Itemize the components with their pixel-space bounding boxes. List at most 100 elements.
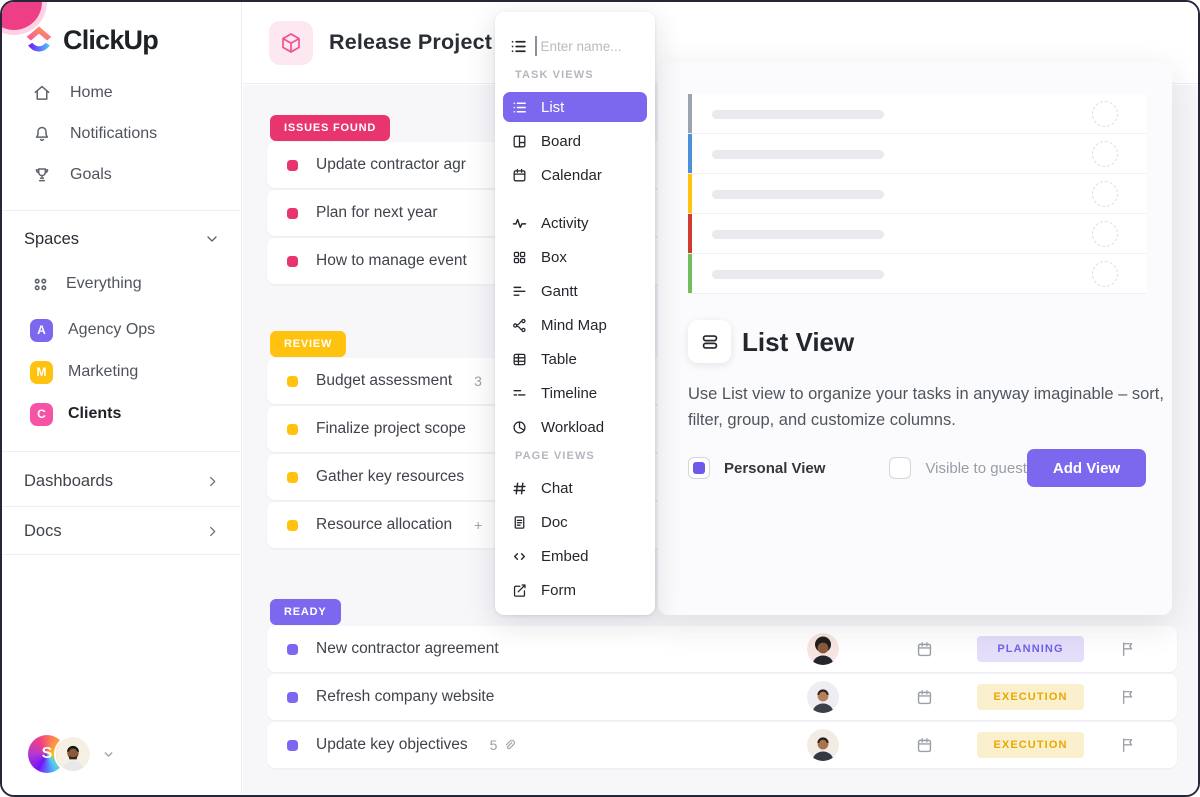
visible-to-guests-checkbox[interactable] — [889, 457, 912, 479]
view-menu-item-gantt[interactable]: Gantt — [503, 276, 647, 306]
goals-icon — [32, 165, 52, 185]
status-chip[interactable]: EXECUTION — [977, 684, 1084, 710]
view-menu-item-list[interactable]: List — [503, 92, 647, 122]
view-menu-item-label: Mind Map — [541, 316, 607, 334]
view-name-input[interactable]: Enter name... — [509, 34, 622, 58]
view-menu-item-mind-map[interactable]: Mind Map — [503, 310, 647, 340]
chevron-right-icon — [205, 524, 220, 539]
clickup-logo-text: ClickUp — [63, 24, 159, 55]
user-account-switcher[interactable]: S — [28, 735, 115, 773]
view-menu-item-label: Calendar — [541, 166, 602, 184]
view-menu-item-box[interactable]: Box — [503, 242, 647, 272]
sidebar: ClickUp Home Notifications Goals Spaces Ev… — [2, 2, 242, 795]
due-date-icon[interactable] — [915, 736, 934, 755]
group-badge-review[interactable]: REVIEW — [270, 331, 347, 357]
view-menu-item-embed[interactable]: Embed — [503, 541, 647, 571]
skeleton-row — [688, 134, 1146, 174]
skeleton-row — [688, 94, 1146, 134]
view-menu-item-activity[interactable]: Activity — [503, 208, 647, 238]
skeleton-row — [688, 214, 1146, 254]
priority-flag-icon[interactable] — [1119, 688, 1137, 706]
assignee-avatar[interactable] — [807, 633, 839, 665]
view-menu-item-timeline[interactable]: Timeline — [503, 378, 647, 408]
sidebar-space-marketing[interactable]: M Marketing — [2, 356, 242, 388]
task-meta: 3 — [474, 373, 482, 389]
task-title: Update key objectives — [316, 736, 468, 753]
priority-flag-icon[interactable] — [1119, 640, 1137, 658]
due-date-icon[interactable] — [915, 688, 934, 707]
task-status-bullet — [287, 643, 298, 655]
task-row[interactable]: New contractor agreement PLANNING — [267, 626, 1177, 672]
menu-section-label: TASK VIEWS — [515, 69, 594, 81]
space-label: Clients — [68, 405, 122, 422]
sidebar-divider — [2, 451, 242, 452]
task-title: Budget assessment — [316, 372, 453, 389]
sidebar-divider — [2, 506, 242, 507]
view-menu-item-doc[interactable]: Doc — [503, 507, 647, 537]
list-view-icon-card — [688, 320, 731, 363]
doc-icon — [511, 514, 528, 531]
view-menu-item-workload[interactable]: Workload — [503, 412, 647, 442]
space-label: Everything — [66, 275, 142, 292]
priority-flag-icon[interactable] — [1119, 736, 1137, 754]
list-icon — [511, 99, 528, 116]
clickup-logo[interactable]: ClickUp — [24, 24, 159, 56]
skeleton-text-bar — [712, 150, 884, 159]
sidebar-item-dashboards[interactable]: Dashboards — [2, 464, 242, 498]
skeleton-avatar-circle — [1092, 181, 1118, 207]
view-menu-item-form[interactable]: Form — [503, 575, 647, 605]
due-date-icon[interactable] — [915, 640, 934, 659]
workload-icon — [511, 419, 528, 436]
sidebar-item-docs[interactable]: Docs — [2, 514, 242, 548]
sidebar-space-everything[interactable]: Everything — [2, 268, 242, 300]
view-menu-item-board[interactable]: Board — [503, 126, 647, 156]
space-label: Marketing — [68, 363, 139, 380]
view-menu-item-label: Form — [541, 581, 576, 599]
grid-icon — [30, 274, 51, 295]
sidebar-item-goals[interactable]: Goals — [2, 160, 242, 190]
view-menu-item-calendar[interactable]: Calendar — [503, 160, 647, 190]
assignee-avatar[interactable] — [807, 729, 839, 761]
box-icon — [511, 249, 528, 266]
clickup-logo-icon — [24, 24, 54, 56]
sidebar-item-notifications[interactable]: Notifications — [2, 119, 242, 149]
personal-view-checkbox[interactable] — [688, 457, 710, 479]
task-title: Resource allocation — [316, 516, 453, 533]
assignee-avatar[interactable] — [807, 681, 839, 713]
task-status-bullet — [287, 423, 298, 435]
task-status-bullet — [287, 471, 298, 483]
sidebar-space-clients[interactable]: C Clients — [2, 398, 242, 430]
view-menu-item-table[interactable]: Table — [503, 344, 647, 374]
skeleton-color-bar — [688, 254, 692, 293]
user-avatar — [54, 735, 92, 773]
modal-controls: Personal View Visible to guests Add View — [688, 449, 1146, 487]
status-chip[interactable]: EXECUTION — [977, 732, 1084, 758]
skeleton-text-bar — [712, 230, 884, 239]
task-status-bullet — [287, 159, 298, 171]
sidebar-item-home[interactable]: Home — [2, 78, 242, 108]
add-view-button[interactable]: Add View — [1027, 449, 1146, 487]
table-icon — [511, 351, 528, 368]
sidebar-divider — [2, 554, 242, 555]
task-status-bullet — [287, 519, 298, 531]
view-menu-item-chat[interactable]: Chat — [503, 473, 647, 503]
bell-icon — [32, 124, 52, 144]
group-badge-issues-found[interactable]: ISSUES FOUND — [270, 115, 391, 141]
project-icon[interactable] — [269, 21, 313, 65]
skeleton-avatar-circle — [1092, 221, 1118, 247]
task-row[interactable]: Update key objectives 5 EXECUTION — [267, 722, 1177, 768]
sidebar-space-agency-ops[interactable]: A Agency Ops — [2, 314, 242, 346]
task-row[interactable]: Refresh company website EXECUTION — [267, 674, 1177, 720]
home-icon — [32, 83, 52, 103]
sidebar-item-label: Notifications — [70, 125, 158, 142]
calendar-icon — [511, 167, 528, 184]
mindmap-icon — [511, 317, 528, 334]
sidebar-spaces-header[interactable]: Spaces — [2, 224, 242, 254]
skeleton-avatar-circle — [1092, 141, 1118, 167]
skeleton-row — [688, 174, 1146, 214]
group-badge-ready[interactable]: READY — [270, 599, 341, 625]
status-chip[interactable]: PLANNING — [977, 636, 1084, 662]
view-menu-item-label: List — [541, 98, 565, 116]
space-avatar: A — [30, 318, 53, 342]
